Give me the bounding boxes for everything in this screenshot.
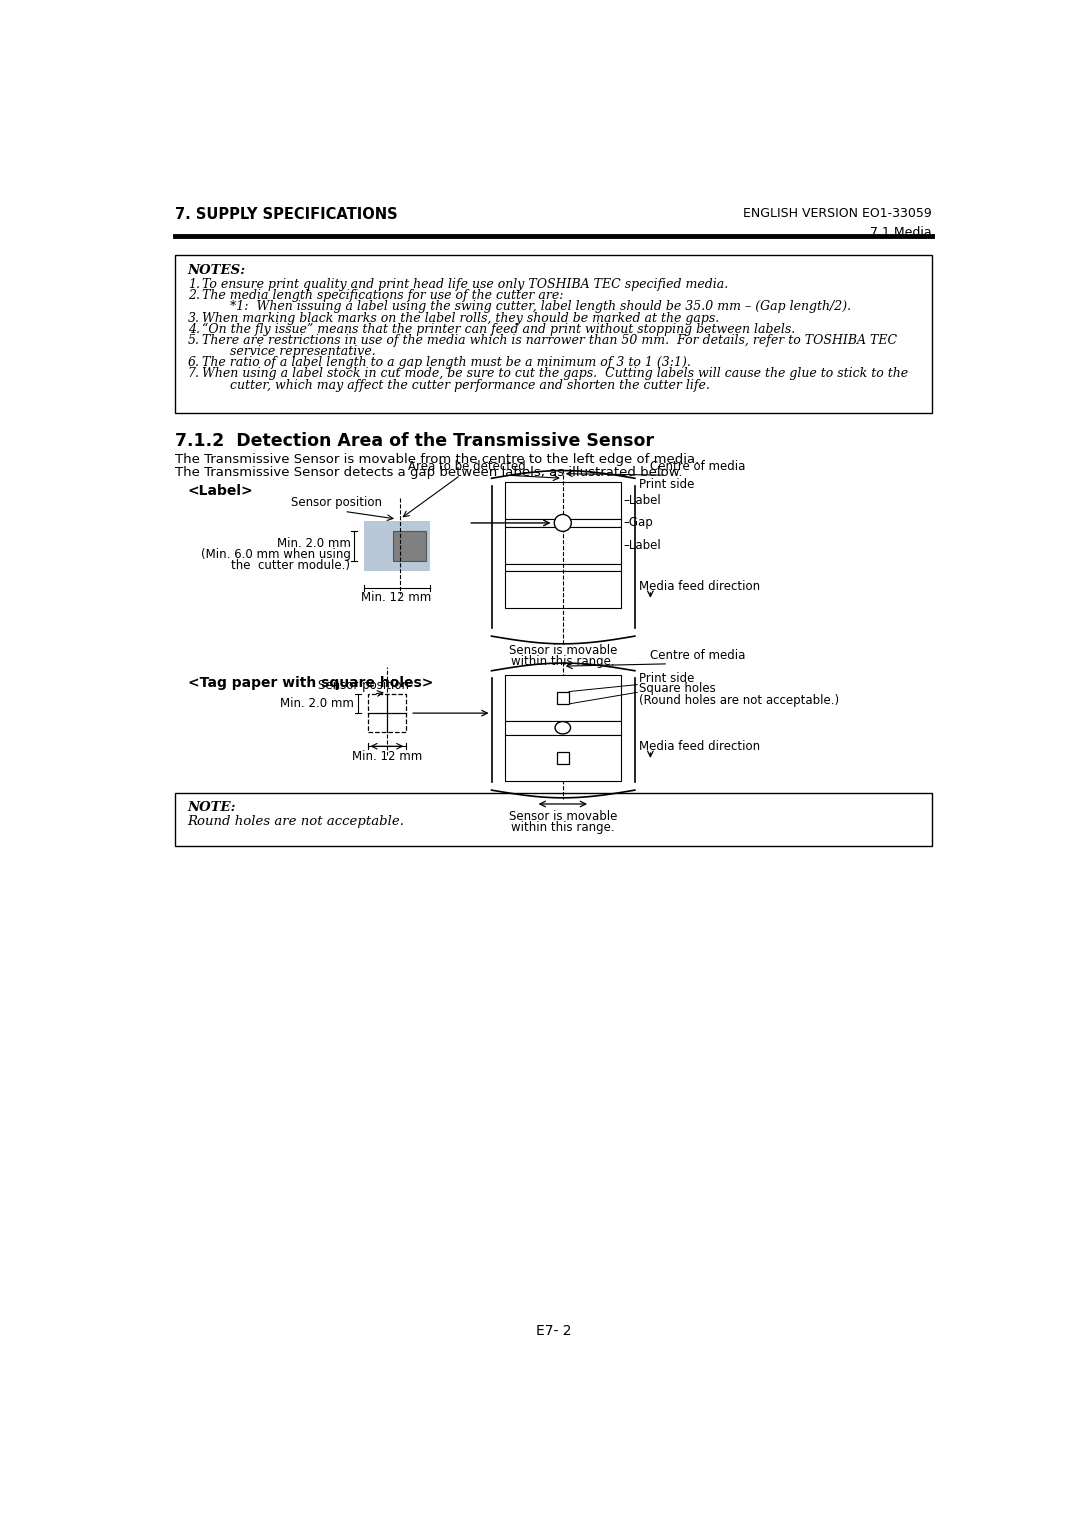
Text: Round holes are not acceptable.: Round holes are not acceptable.	[188, 814, 405, 828]
Text: 4.: 4.	[188, 322, 200, 336]
Text: 2.: 2.	[188, 289, 200, 303]
Text: Centre of media: Centre of media	[650, 648, 746, 662]
Text: Media feed direction: Media feed direction	[638, 741, 760, 753]
Text: “On the fly issue” means that the printer can feed and print without stopping be: “On the fly issue” means that the printe…	[202, 322, 795, 336]
Text: 7.1.2  Detection Area of the Transmissive Sensor: 7.1.2 Detection Area of the Transmissive…	[175, 432, 654, 451]
Text: Area to be detected.: Area to be detected.	[407, 460, 529, 472]
Text: the  cutter module.): the cutter module.)	[231, 559, 350, 571]
Text: The ratio of a label length to a gap length must be a minimum of 3 to 1 (3:1).: The ratio of a label length to a gap len…	[202, 356, 690, 370]
Text: The Transmissive Sensor is movable from the centre to the left edge of media.: The Transmissive Sensor is movable from …	[175, 452, 700, 466]
Text: *1:  When issuing a label using the swing cutter, label length should be 35.0 mm: *1: When issuing a label using the swing…	[202, 301, 851, 313]
Bar	[505, 675, 621, 721]
Text: Sensor is movable: Sensor is movable	[509, 810, 617, 824]
Text: Square holes: Square holes	[638, 681, 715, 695]
Text: Min. 12 mm: Min. 12 mm	[352, 750, 422, 762]
Ellipse shape	[555, 721, 570, 733]
Text: The Transmissive Sensor detects a gap between labels, as illustrated below.: The Transmissive Sensor detects a gap be…	[175, 466, 683, 478]
Bar	[505, 721, 621, 735]
Text: –Gap: –Gap	[623, 516, 653, 529]
Text: Min. 2.0 mm: Min. 2.0 mm	[276, 538, 350, 550]
Bar	[367, 694, 406, 732]
Bar	[505, 571, 621, 608]
Text: Print side: Print side	[638, 478, 694, 490]
Text: within this range.: within this range.	[511, 821, 615, 834]
Text: Media feed direction: Media feed direction	[638, 579, 760, 593]
Text: Sensor position: Sensor position	[291, 497, 382, 509]
Bar	[393, 530, 426, 561]
Text: (Min. 6.0 mm when using: (Min. 6.0 mm when using	[201, 549, 350, 561]
Text: Sensor position: Sensor position	[319, 678, 409, 692]
Bar	[505, 527, 621, 564]
Bar	[505, 735, 621, 781]
Bar	[505, 520, 621, 527]
Text: NOTE:: NOTE:	[188, 801, 237, 814]
Text: 7. SUPPLY SPECIFICATIONS: 7. SUPPLY SPECIFICATIONS	[175, 208, 397, 222]
Text: E7- 2: E7- 2	[536, 1325, 571, 1339]
Text: Print side: Print side	[638, 672, 694, 685]
Text: When using a label stock in cut mode, be sure to cut the gaps.  Cutting labels w: When using a label stock in cut mode, be…	[202, 367, 908, 380]
Text: 7.: 7.	[188, 367, 200, 380]
Text: The media length specifications for use of the cutter are:: The media length specifications for use …	[202, 289, 563, 303]
Bar	[175, 793, 932, 845]
Text: Min. 12 mm: Min. 12 mm	[361, 591, 431, 605]
Text: 3.: 3.	[188, 312, 200, 324]
Text: 1.: 1.	[188, 278, 200, 290]
Text: <Tag paper with square holes>: <Tag paper with square holes>	[188, 677, 433, 691]
Circle shape	[554, 515, 571, 532]
Bar	[175, 255, 932, 413]
Text: service representative.: service representative.	[202, 345, 376, 358]
Text: 5.: 5.	[188, 335, 200, 347]
Text: To ensure print quality and print head life use only TOSHIBA TEC specified media: To ensure print quality and print head l…	[202, 278, 728, 290]
Text: ENGLISH VERSION EO1-33059: ENGLISH VERSION EO1-33059	[743, 208, 932, 220]
Text: Centre of media: Centre of media	[650, 460, 746, 472]
Text: There are restrictions in use of the media which is narrower than 50 mm.  For de: There are restrictions in use of the med…	[202, 335, 896, 347]
Text: <Label>: <Label>	[188, 484, 254, 498]
Text: cutter, which may affect the cutter performance and shorten the cutter life.: cutter, which may affect the cutter perf…	[202, 379, 710, 391]
Bar	[505, 564, 621, 571]
Text: 6.: 6.	[188, 356, 200, 370]
Bar	[556, 752, 569, 764]
Bar	[364, 521, 430, 570]
Text: Min. 2.0 mm: Min. 2.0 mm	[281, 697, 354, 711]
Bar	[556, 692, 569, 704]
Text: When marking black marks on the label rolls, they should be marked at the gaps.: When marking black marks on the label ro…	[202, 312, 719, 324]
Text: –Label: –Label	[623, 539, 661, 552]
Bar	[505, 483, 621, 520]
Text: NOTES:: NOTES:	[188, 264, 246, 277]
Text: –Label: –Label	[623, 494, 661, 507]
Text: Sensor is movable: Sensor is movable	[509, 643, 617, 657]
Text: (Round holes are not acceptable.): (Round holes are not acceptable.)	[638, 694, 839, 706]
Text: within this range.: within this range.	[511, 654, 615, 668]
Text: 7.1 Media: 7.1 Media	[870, 226, 932, 238]
